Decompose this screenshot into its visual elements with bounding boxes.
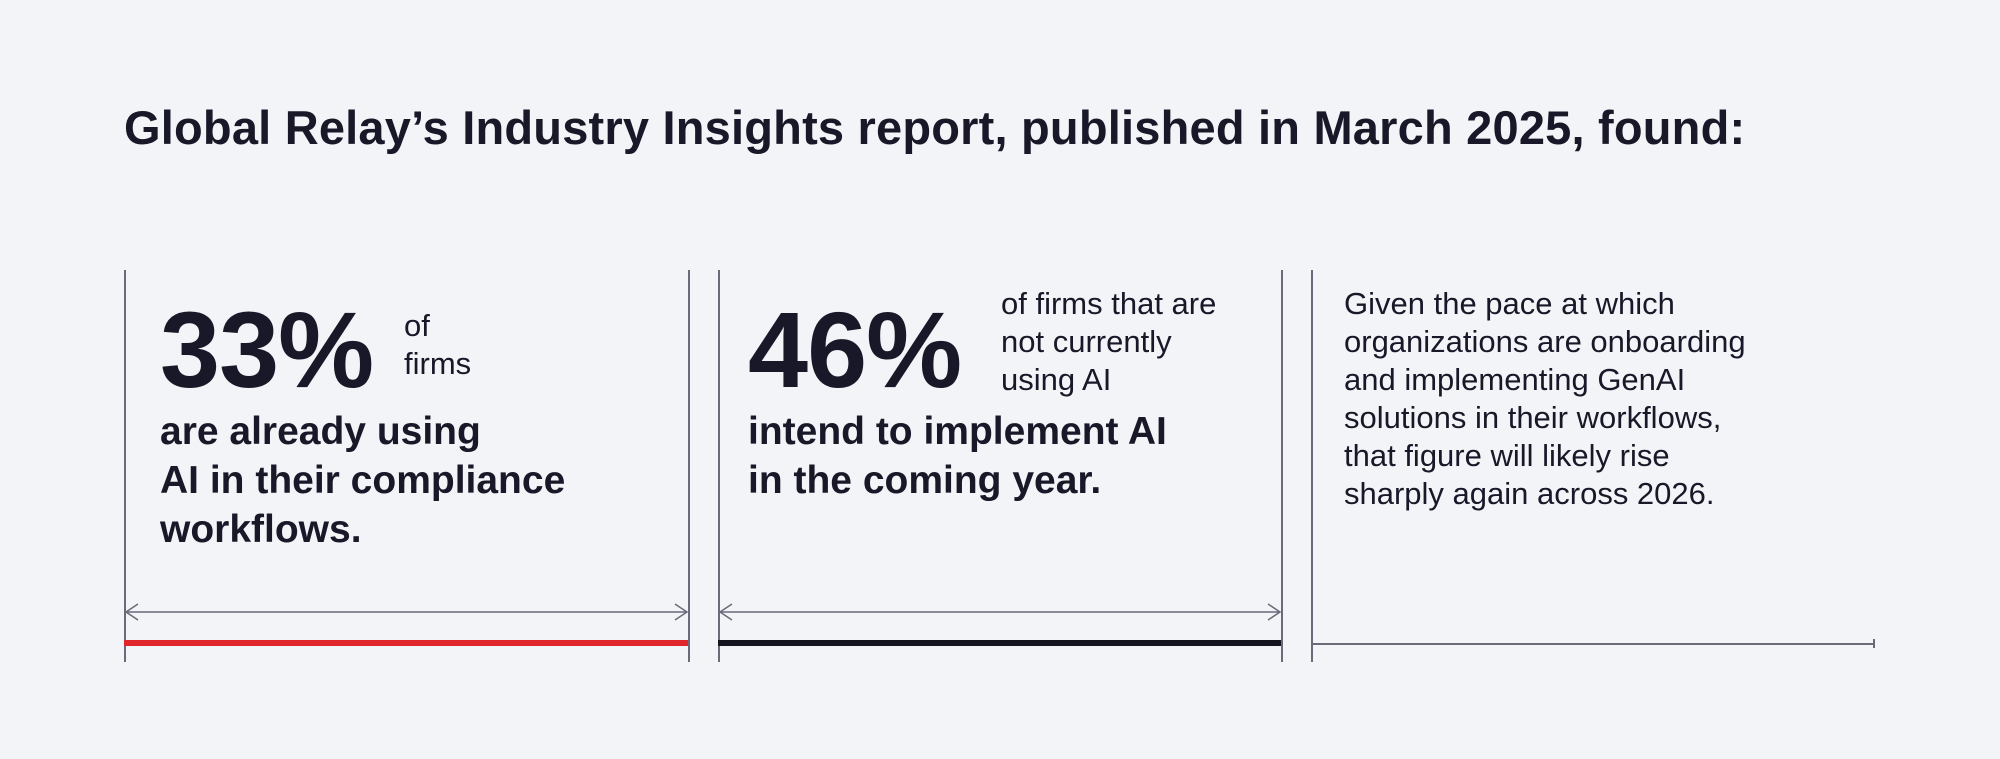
divider-line xyxy=(688,270,690,662)
stat-suffix: of firms that are not currently using AI xyxy=(1001,286,1217,397)
stat-value: 46% xyxy=(748,289,962,410)
stat-detail: are already using AI in their compliance… xyxy=(160,410,566,551)
stat-bar-red xyxy=(124,640,688,646)
baseline-rule xyxy=(1311,643,1874,645)
divider-line xyxy=(1281,270,1283,662)
divider-line xyxy=(124,270,126,662)
double-arrow-icon xyxy=(124,603,689,621)
page-title: Global Relay’s Industry Insights report,… xyxy=(124,101,1746,154)
stat-detail: intend to implement AI in the coming yea… xyxy=(748,410,1167,502)
note-text: Given the pace at which organizations ar… xyxy=(1344,286,1746,511)
divider-line xyxy=(1311,270,1313,662)
stat-suffix: of firms xyxy=(404,308,472,381)
double-arrow-icon xyxy=(718,603,1282,621)
stat-bar-black xyxy=(718,640,1281,646)
rule-end-tick xyxy=(1873,639,1875,648)
divider-line xyxy=(718,270,720,662)
stat-value: 33% xyxy=(160,289,374,410)
